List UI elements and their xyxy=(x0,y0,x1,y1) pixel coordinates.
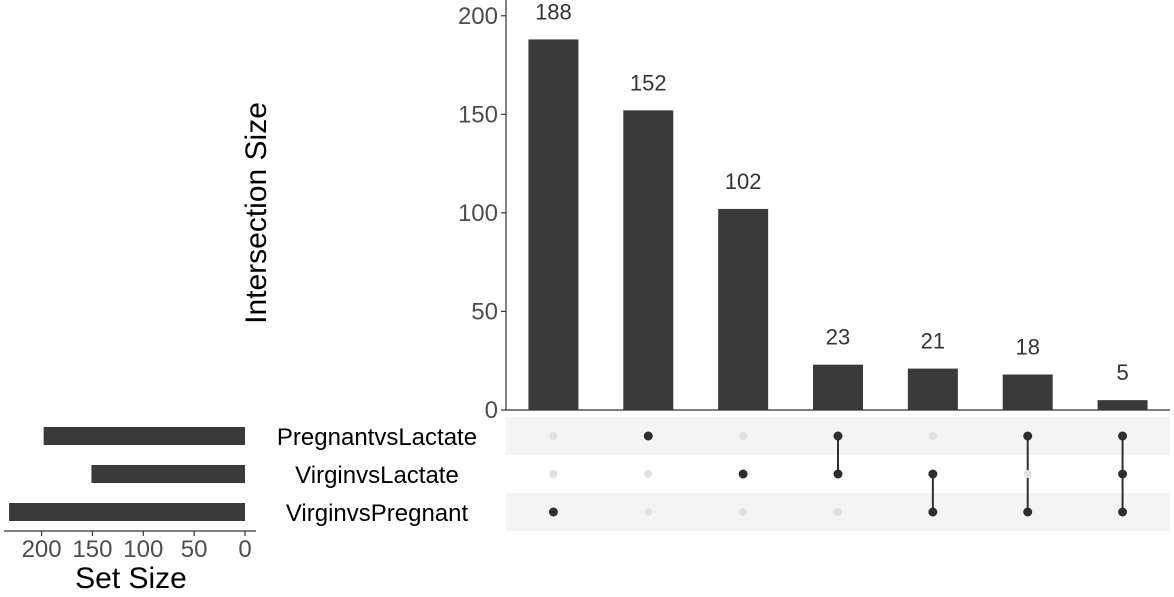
matrix-dot-active xyxy=(1118,507,1128,517)
matrix-dot-active xyxy=(833,431,843,441)
intersection-bar-label: 102 xyxy=(725,169,762,194)
set-size-bar xyxy=(9,503,246,521)
set-labels: PregnantvsLactate VirginvsLactate Virginvs… xyxy=(277,424,477,527)
set-size-tick-label: 150 xyxy=(72,536,112,563)
matrix-dot-inactive xyxy=(739,432,748,440)
matrix-dot-active xyxy=(643,431,653,441)
matrix-dot-active xyxy=(1118,431,1128,441)
matrix-dot-active xyxy=(1118,469,1128,479)
intersection-bar xyxy=(718,208,769,410)
intersection-bar xyxy=(1097,400,1148,410)
set-size-tick-label: 50 xyxy=(181,536,208,563)
intersection-bar xyxy=(907,368,958,410)
matrix-dot-inactive xyxy=(739,508,748,516)
intersection-bar-label: 188 xyxy=(535,0,572,24)
set-size-tick-label: 100 xyxy=(123,536,163,563)
intersection-bars: 188 152 102 23 21 18 5 xyxy=(528,0,1148,411)
set-size-bar xyxy=(91,465,246,483)
matrix-dot-active xyxy=(928,507,938,517)
y-tick-label: 100 xyxy=(458,200,498,227)
intersection-y-axis: 0 50 100 150 200 xyxy=(458,0,1170,424)
matrix-dot-active xyxy=(548,507,558,517)
intersection-bar xyxy=(813,364,863,410)
y-tick-label: 0 xyxy=(485,397,498,424)
matrix-dot-inactive xyxy=(644,508,653,516)
y-tick-label: 50 xyxy=(471,298,498,325)
set-label: VirginvsPregnant xyxy=(286,500,469,527)
matrix-dot-active xyxy=(1023,431,1033,441)
intersection-bar xyxy=(1002,374,1053,410)
set-label: VirginvsLactate xyxy=(295,462,459,489)
matrix-dot-active xyxy=(833,469,843,479)
matrix-dot-active xyxy=(1023,507,1033,517)
set-size-x-axis: 200 150 100 50 0 xyxy=(4,530,256,563)
set-size-tick-label: 0 xyxy=(238,536,251,563)
matrix-dot-inactive xyxy=(549,470,558,478)
y-tick-label: 150 xyxy=(458,101,498,128)
intersection-bar-label: 152 xyxy=(630,70,667,95)
intersection-matrix xyxy=(506,417,1170,531)
matrix-dot-inactive xyxy=(834,508,842,516)
matrix-dot-active xyxy=(738,469,748,479)
intersection-bar xyxy=(623,110,674,410)
set-size-axis-title: Set Size xyxy=(75,562,187,595)
set-size-tick-label: 200 xyxy=(22,536,62,563)
intersection-bar xyxy=(528,39,579,411)
matrix-dot-inactive xyxy=(644,470,653,478)
y-axis-title: Intersection Size xyxy=(240,102,273,324)
y-tick-label: 200 xyxy=(458,3,498,30)
intersection-bar-label: 5 xyxy=(1116,360,1128,385)
set-size-bar xyxy=(43,427,245,445)
set-label: PregnantvsLactate xyxy=(277,424,477,451)
intersection-bar-label: 23 xyxy=(826,325,850,350)
matrix-dot-inactive xyxy=(928,432,937,440)
intersection-bar-label: 18 xyxy=(1015,335,1039,360)
matrix-dot-inactive xyxy=(1023,470,1032,478)
set-size-bars xyxy=(9,427,246,521)
intersection-bar-label: 21 xyxy=(921,329,945,354)
matrix-dot-active xyxy=(928,469,938,479)
matrix-dot-inactive xyxy=(549,432,558,440)
